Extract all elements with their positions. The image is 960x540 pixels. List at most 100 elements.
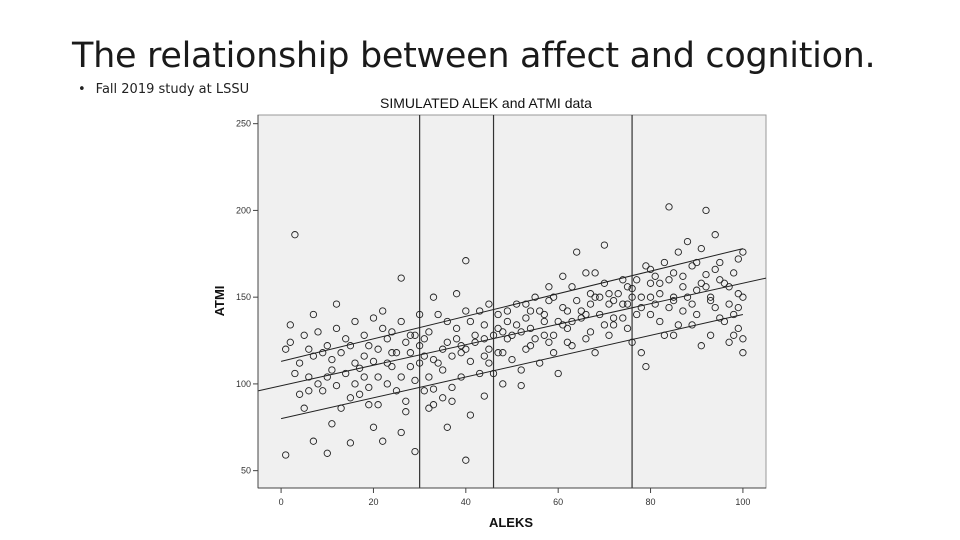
data-point <box>600 321 609 329</box>
data-point <box>503 317 512 326</box>
data-point <box>286 338 294 346</box>
data-point <box>568 283 576 291</box>
data-point <box>605 300 613 308</box>
data-point <box>406 362 415 371</box>
data-point <box>429 401 438 409</box>
data-point <box>379 437 387 445</box>
data-point <box>582 269 590 277</box>
data-point <box>295 359 304 367</box>
data-point <box>563 307 572 315</box>
x-tick-label: 20 <box>368 497 378 507</box>
data-point <box>563 324 572 333</box>
data-point <box>517 381 525 390</box>
data-point <box>392 387 401 395</box>
data-point <box>499 349 507 357</box>
data-point <box>577 314 585 322</box>
data-point <box>517 366 525 374</box>
data-point <box>369 314 378 322</box>
data-point <box>536 359 544 367</box>
data-point <box>397 317 405 326</box>
data-point <box>282 451 290 459</box>
data-point <box>679 307 687 315</box>
y-tick-label: 100 <box>236 379 251 389</box>
data-point <box>660 258 669 267</box>
data-point <box>360 331 368 339</box>
data-point <box>554 369 562 378</box>
data-point <box>697 342 705 350</box>
data-point <box>388 362 396 371</box>
data-point <box>517 328 525 336</box>
data-point <box>596 310 604 319</box>
data-point <box>494 349 502 357</box>
data-point <box>374 401 382 409</box>
data-point <box>540 317 548 326</box>
data-point <box>646 265 655 274</box>
data-point <box>406 349 415 357</box>
data-point <box>397 428 405 437</box>
data-point <box>429 293 438 301</box>
data-point <box>706 331 715 339</box>
data-point <box>346 342 355 350</box>
data-point <box>582 310 590 319</box>
data-point <box>674 248 682 256</box>
data-point <box>628 338 636 346</box>
data-point <box>559 321 567 329</box>
y-tick-label: 150 <box>236 292 251 302</box>
data-point <box>734 290 742 298</box>
data-point <box>674 321 682 329</box>
data-point <box>716 314 724 322</box>
data-point <box>512 300 521 308</box>
data-point <box>549 293 558 301</box>
data-point <box>457 342 465 350</box>
data-point <box>637 303 645 312</box>
data-point <box>383 335 391 343</box>
data-point <box>526 342 535 350</box>
data-point <box>693 258 701 267</box>
data-point <box>665 203 673 211</box>
x-tick-label: 60 <box>553 497 563 507</box>
data-point <box>582 335 590 343</box>
data-point <box>522 314 530 322</box>
data-point <box>452 324 461 333</box>
data-point <box>734 255 742 263</box>
data-point <box>485 345 493 353</box>
data-point <box>739 293 747 301</box>
data-point <box>485 300 493 308</box>
data-point <box>730 310 738 319</box>
data-point <box>531 293 539 301</box>
data-point <box>383 359 391 367</box>
data-point <box>439 345 447 353</box>
data-point <box>586 290 595 298</box>
data-point <box>342 335 350 343</box>
data-point <box>559 272 567 280</box>
data-point <box>646 310 655 319</box>
x-tick-label: 40 <box>461 497 471 507</box>
data-point <box>402 408 410 416</box>
data-point <box>337 349 345 357</box>
data-point <box>374 373 382 381</box>
data-point <box>346 394 355 402</box>
data-point <box>374 345 382 353</box>
data-point <box>665 303 673 312</box>
reference-lines <box>419 115 633 488</box>
data-point <box>531 335 539 343</box>
data-point <box>429 355 438 364</box>
data-point <box>730 331 738 339</box>
fit-line <box>280 248 744 362</box>
data-point <box>369 357 378 366</box>
data-point <box>379 324 387 333</box>
data-point <box>323 449 331 457</box>
data-point <box>693 286 701 294</box>
data-point <box>619 300 627 308</box>
data-point <box>448 397 456 405</box>
x-tick-label: 80 <box>646 497 656 507</box>
data-point <box>439 394 447 402</box>
data-point <box>646 279 655 287</box>
data-point <box>434 310 442 319</box>
data-point <box>725 338 733 346</box>
data-point <box>402 338 410 346</box>
data-point <box>656 279 664 287</box>
data-point <box>669 293 678 301</box>
data-point <box>716 258 724 267</box>
data-point <box>328 355 336 364</box>
